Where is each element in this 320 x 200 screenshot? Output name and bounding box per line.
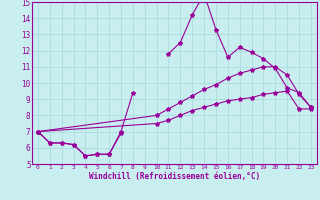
X-axis label: Windchill (Refroidissement éolien,°C): Windchill (Refroidissement éolien,°C)	[89, 172, 260, 181]
